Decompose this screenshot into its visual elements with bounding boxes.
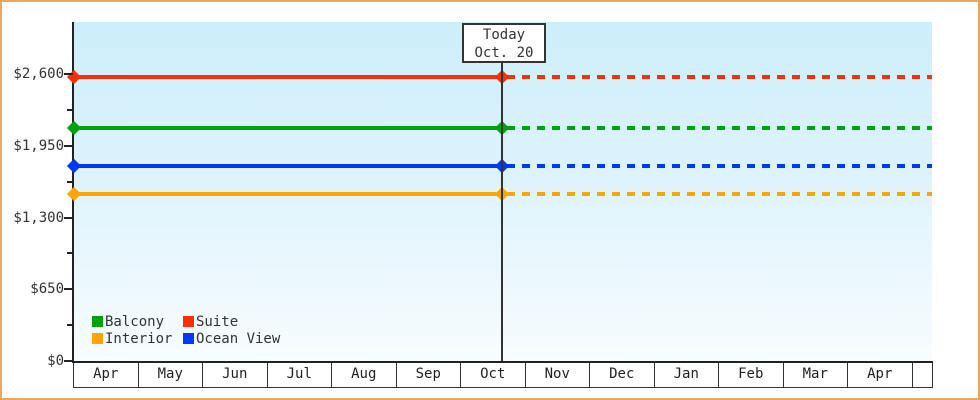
y-major-tick (64, 144, 73, 147)
legend: Balcony Suite Interior Ocean View (92, 313, 280, 347)
y-minor-tick (67, 108, 73, 111)
y-major-tick (64, 288, 73, 291)
price-line-interior-solid (74, 192, 502, 197)
price-line-balcony-dashed (506, 126, 932, 131)
y-major-tick (64, 360, 73, 362)
month-cell: Dec (590, 363, 655, 387)
month-cell: Sep (397, 363, 461, 387)
x-axis-line (72, 361, 933, 363)
price-line-suite-solid (74, 74, 502, 79)
month-cell: Apr (848, 363, 913, 387)
month-cell: Jun (203, 363, 268, 387)
month-cell: Feb (719, 363, 784, 387)
legend-label: Ocean View (196, 330, 281, 347)
legend-label: Suite (196, 313, 239, 330)
y-tick-label: $0 (47, 353, 64, 369)
legend-swatch-balcony (92, 316, 103, 327)
price-line-ocean-view-solid (74, 164, 502, 169)
legend-item-suite: Suite (183, 314, 274, 330)
month-cell-empty (913, 363, 933, 387)
today-vertical-line (500, 63, 503, 361)
y-tick-label: $650 (30, 281, 64, 298)
price-line-ocean-view-dashed (506, 164, 932, 169)
legend-item-ocean-view: Ocean View (183, 331, 280, 347)
month-cell: Nov (526, 363, 590, 387)
legend-row: Interior Ocean View (92, 330, 280, 347)
legend-item-interior: Interior (92, 331, 183, 347)
price-line-suite-dashed (506, 74, 932, 79)
legend-swatch-ocean-view (183, 333, 194, 344)
today-annotation-box: Today Oct. 20 (462, 23, 546, 63)
month-cell: Apr (74, 363, 139, 387)
month-cell: May (139, 363, 203, 387)
x-axis-month-band: Apr May Jun Jul Aug Sep Oct Nov Dec Jan Feb Mar Apr (73, 363, 933, 388)
legend-item-balcony: Balcony (92, 314, 183, 330)
y-axis-ticks: $0 $650 $1,300 $1,950 $2,600 (2, 2, 82, 398)
price-line-balcony-solid (74, 126, 502, 131)
legend-swatch-suite (183, 316, 194, 327)
y-minor-tick (67, 252, 73, 255)
month-cell: Aug (332, 363, 397, 387)
y-tick-label: $2,600 (13, 66, 64, 82)
month-cell: Oct (461, 363, 526, 387)
today-label: Today (482, 27, 526, 43)
legend-row: Balcony Suite (92, 313, 280, 330)
y-minor-tick (67, 180, 73, 183)
y-minor-tick (67, 324, 73, 327)
y-tick-label: $1,300 (13, 209, 64, 226)
price-line-interior-dashed (506, 192, 932, 197)
legend-swatch-interior (92, 333, 103, 344)
month-cell: Jan (655, 363, 719, 387)
month-cell: Jul (268, 363, 332, 387)
y-major-tick (64, 73, 73, 75)
legend-label: Interior (105, 330, 173, 347)
legend-label: Balcony (105, 313, 165, 330)
y-tick-label: $1,950 (13, 137, 64, 154)
today-date-label: Oct. 20 (474, 45, 534, 61)
y-major-tick (64, 216, 73, 219)
month-cell: Mar (784, 363, 848, 387)
